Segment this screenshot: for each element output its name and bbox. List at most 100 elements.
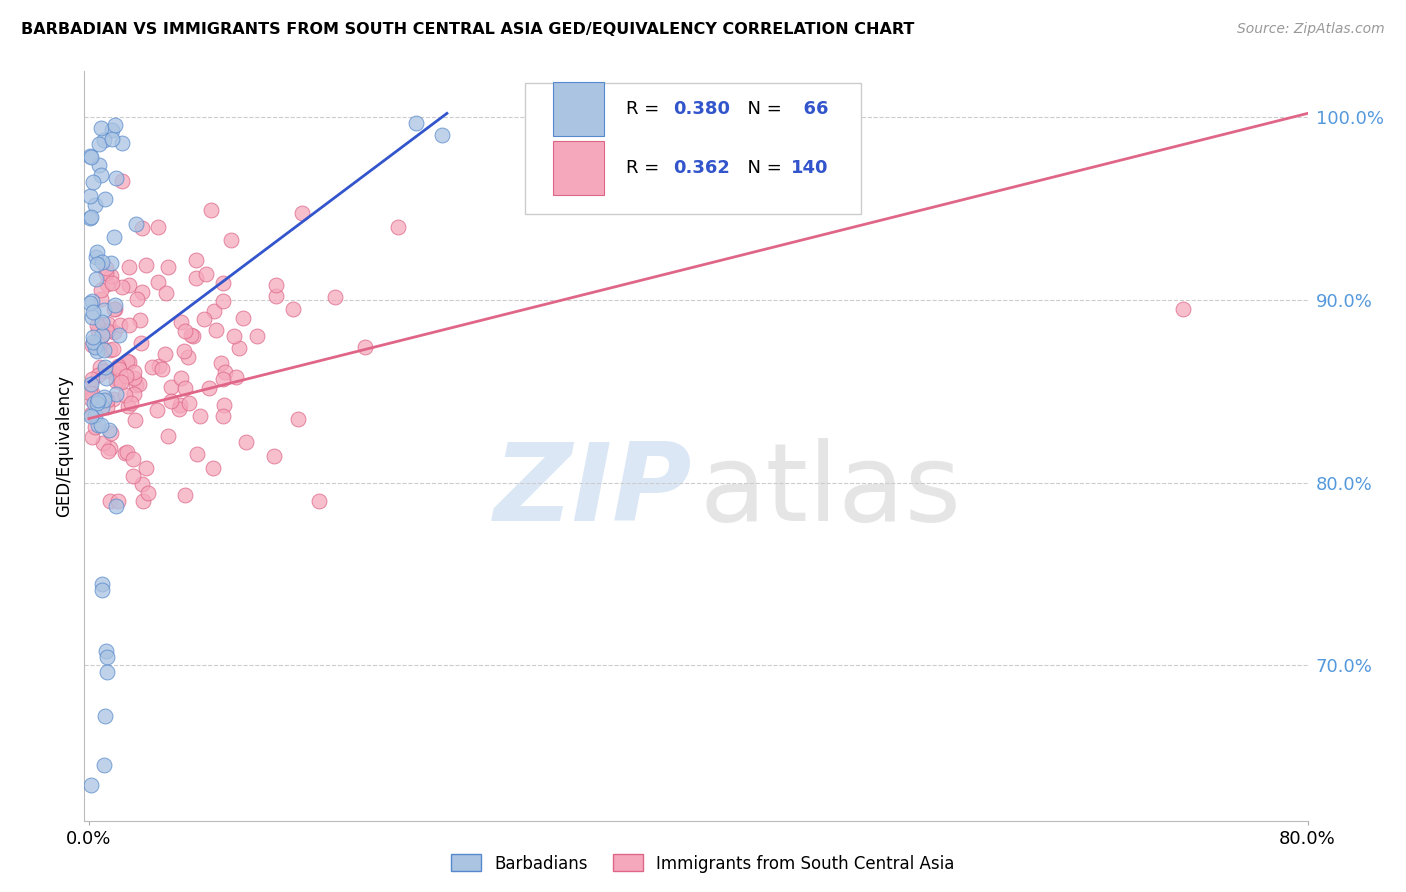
- Point: [174, 381, 197, 395]
- Text: atlas: atlas: [700, 438, 962, 544]
- Point: [79, 150, 101, 164]
- Point: [118, 318, 141, 332]
- Point: [176, 350, 198, 364]
- Text: R =: R =: [626, 159, 665, 178]
- Point: [82, 386, 104, 401]
- Text: BARBADIAN VS IMMIGRANTS FROM SOUTH CENTRAL ASIA GED/EQUIVALENCY CORRELATION CHAR: BARBADIAN VS IMMIGRANTS FROM SOUTH CENTR…: [21, 22, 914, 37]
- Point: [186, 447, 208, 461]
- Point: [104, 374, 127, 388]
- Point: [98, 423, 121, 437]
- Point: [96, 650, 118, 665]
- Point: [170, 315, 193, 329]
- Point: [212, 372, 235, 386]
- Point: [84, 250, 107, 264]
- Point: [100, 426, 122, 441]
- Point: [135, 258, 157, 272]
- Point: [91, 435, 114, 450]
- Point: [97, 444, 120, 458]
- Point: [80, 210, 103, 224]
- Point: [87, 158, 110, 172]
- Point: [702, 101, 724, 115]
- Point: [91, 576, 114, 591]
- Point: [90, 417, 112, 432]
- Point: [125, 293, 148, 307]
- Point: [101, 122, 124, 136]
- Point: [79, 296, 101, 310]
- Point: [131, 285, 153, 299]
- Point: [212, 398, 235, 412]
- Point: [214, 365, 236, 379]
- Point: [264, 278, 287, 293]
- Point: [82, 338, 104, 352]
- Point: [82, 372, 104, 386]
- Point: [150, 361, 173, 376]
- Point: [82, 304, 104, 318]
- Point: [79, 409, 101, 424]
- Point: [87, 136, 110, 151]
- Point: [132, 493, 155, 508]
- Point: [308, 493, 330, 508]
- Point: [180, 328, 202, 343]
- Point: [169, 402, 191, 417]
- Point: [90, 121, 112, 136]
- Point: [131, 220, 153, 235]
- Point: [224, 328, 246, 343]
- Point: [103, 230, 125, 244]
- Point: [101, 276, 124, 290]
- Point: [129, 312, 152, 326]
- Point: [100, 256, 122, 270]
- Point: [184, 271, 207, 285]
- Point: [129, 335, 152, 350]
- Point: [80, 407, 103, 421]
- Point: [91, 400, 114, 414]
- Point: [93, 757, 115, 772]
- Point: [87, 393, 110, 408]
- Point: [141, 360, 163, 375]
- Point: [264, 289, 287, 303]
- Point: [82, 330, 104, 344]
- Point: [86, 257, 108, 271]
- Point: [209, 356, 232, 370]
- Text: 66: 66: [792, 100, 830, 118]
- Point: [91, 317, 114, 331]
- Point: [174, 488, 197, 502]
- Point: [94, 192, 117, 206]
- Point: [125, 378, 148, 392]
- Point: [354, 340, 377, 354]
- Point: [160, 394, 183, 409]
- Point: [103, 366, 125, 380]
- Text: Source: ZipAtlas.com: Source: ZipAtlas.com: [1237, 22, 1385, 37]
- Point: [146, 275, 169, 289]
- Point: [96, 392, 118, 407]
- Point: [86, 344, 108, 359]
- Point: [114, 388, 136, 402]
- Point: [80, 310, 103, 324]
- Point: [93, 302, 115, 317]
- Point: [84, 340, 107, 354]
- Point: [96, 260, 118, 275]
- Point: [124, 413, 146, 427]
- Point: [122, 469, 145, 483]
- Point: [107, 362, 129, 376]
- Point: [177, 396, 200, 410]
- Point: [118, 278, 141, 293]
- Point: [98, 493, 121, 508]
- Point: [108, 318, 131, 332]
- Point: [198, 381, 221, 395]
- Point: [100, 268, 122, 283]
- Point: [93, 390, 115, 404]
- Point: [117, 399, 139, 413]
- Point: [118, 260, 141, 275]
- Point: [122, 386, 145, 401]
- Point: [90, 168, 112, 182]
- Point: [156, 260, 179, 274]
- Point: [114, 446, 136, 460]
- Point: [184, 252, 207, 267]
- Point: [104, 298, 127, 312]
- Point: [96, 401, 118, 415]
- Point: [93, 709, 115, 723]
- Point: [86, 396, 108, 410]
- Point: [287, 411, 309, 425]
- Legend: Barbadians, Immigrants from South Central Asia: Barbadians, Immigrants from South Centra…: [444, 847, 962, 880]
- Point: [86, 271, 108, 285]
